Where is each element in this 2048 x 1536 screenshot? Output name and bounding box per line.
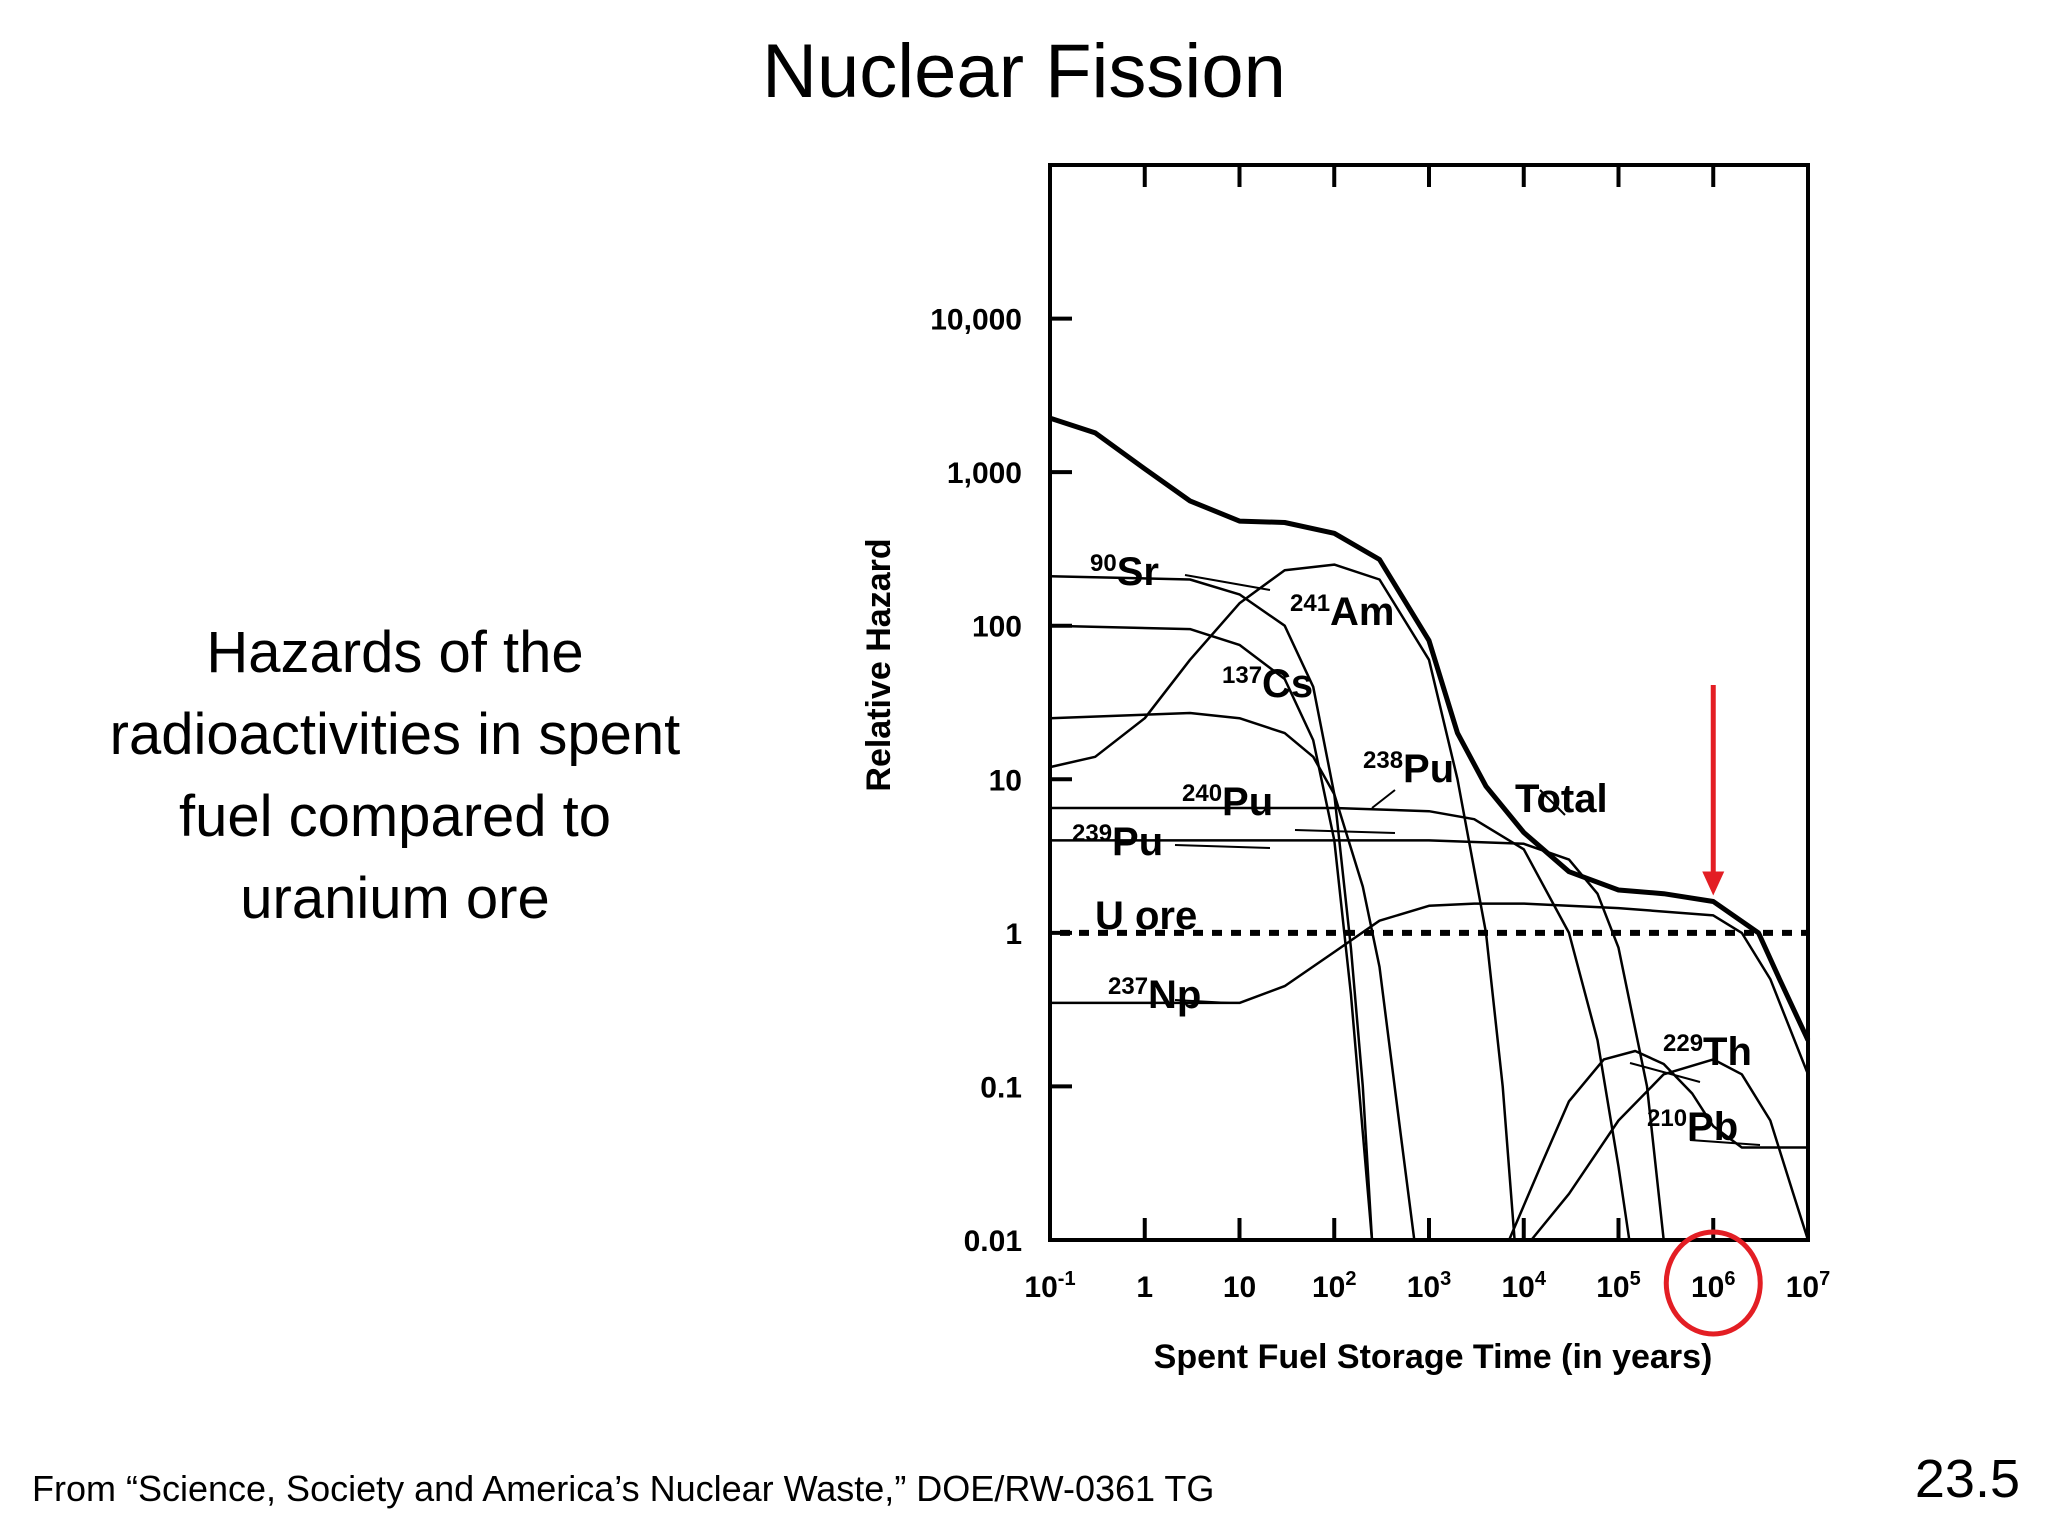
series-label-237np: 237Np (1108, 973, 1201, 1017)
label-leader-line (1174, 844, 1271, 849)
series-label-239pu: 239Pu (1072, 820, 1163, 864)
red-arrow-head (1702, 871, 1725, 896)
series-label-238pu: 238Pu (1363, 747, 1454, 791)
y-tick-label: 0.01 (964, 1225, 1022, 1258)
y-tick-label: 1 (1005, 918, 1022, 951)
series-line-237np (1050, 902, 1810, 1075)
x-tick-label: 106 (1691, 1268, 1736, 1304)
y-tick-label: 0.1 (980, 1071, 1022, 1104)
x-tick-label: 103 (1407, 1268, 1452, 1304)
caption-line: uranium ore (240, 866, 550, 931)
series-label-229th: 229Th (1663, 1030, 1752, 1074)
x-axis-title: Spent Fuel Storage Time (in years) (1154, 1338, 1713, 1376)
series-label-241am: 241Am (1290, 590, 1395, 634)
y-tick-label: 10 (989, 764, 1022, 797)
series-line-241am (1049, 563, 1516, 1241)
x-tick-label: 1 (1136, 1271, 1153, 1304)
y-axis-title: Relative Hazard (860, 538, 898, 791)
plot-frame (1048, 163, 1810, 1242)
label-leader-line (1371, 789, 1396, 809)
annotations (1663, 685, 1763, 1337)
label-leader-line (1689, 1139, 1761, 1146)
series-lines (1049, 415, 1811, 1241)
series-line-137cs (1049, 624, 1374, 1241)
series-line-240pu (1050, 806, 1631, 1241)
caption-line: fuel compared to (178, 784, 612, 849)
x-tick-label: 107 (1786, 1268, 1831, 1304)
series-label-137cs: 137Cs (1222, 662, 1313, 706)
axis-ticks: 10-1 1 10 102 103 104 105 106 107 0.01 0.1 1 10 100 1,… (930, 165, 1830, 1304)
u-ore-label: U ore (1095, 894, 1197, 938)
x-tick-label: 102 (1312, 1268, 1357, 1304)
slide-number: 23.5 (1914, 1449, 2020, 1509)
label-leader-line (1184, 574, 1271, 591)
series-labels: U ore Total 90Sr 241Am 137Cs 238Pu 240Pu 239Pu 2… (1072, 550, 1761, 1149)
label-leader-line (1539, 789, 1566, 816)
x-tick-label: 104 (1502, 1268, 1547, 1304)
series-label-total: Total (1515, 777, 1608, 821)
series-line-210pb (1530, 1058, 1810, 1241)
x-tick-label: 105 (1596, 1268, 1641, 1304)
series-line-239pu (1050, 839, 1665, 1241)
series-line-90sr (1049, 574, 1374, 1241)
caption-line: Hazards of the (206, 620, 584, 685)
series-line-238pu (1049, 711, 1416, 1241)
series-label-210pb: 210Pb (1647, 1105, 1738, 1149)
x-tick-label: 10 (1223, 1271, 1256, 1304)
series-label-240pu: 240Pu (1182, 780, 1273, 824)
series-line-total (1049, 415, 1811, 1042)
red-highlight-circle (1663, 1229, 1763, 1337)
label-leader-line (1174, 999, 1231, 1004)
chart-caption: Hazards of the radioactivities in spent … (30, 612, 760, 940)
series-label-90sr: 90Sr (1090, 550, 1159, 594)
y-tick-label: 10,000 (930, 304, 1022, 337)
x-tick-label: 10-1 (1024, 1268, 1075, 1304)
label-leader-line (1629, 1062, 1701, 1083)
series-line-229th (1507, 1049, 1808, 1241)
y-tick-label: 100 (972, 611, 1022, 644)
source-citation: From “Science, Society and America’s Nuc… (32, 1468, 1215, 1509)
label-leader-line (1294, 829, 1396, 834)
slide-title: Nuclear Fission (762, 29, 1286, 114)
y-tick-label: 1,000 (947, 457, 1022, 490)
caption-line: radioactivities in spent (109, 702, 681, 767)
